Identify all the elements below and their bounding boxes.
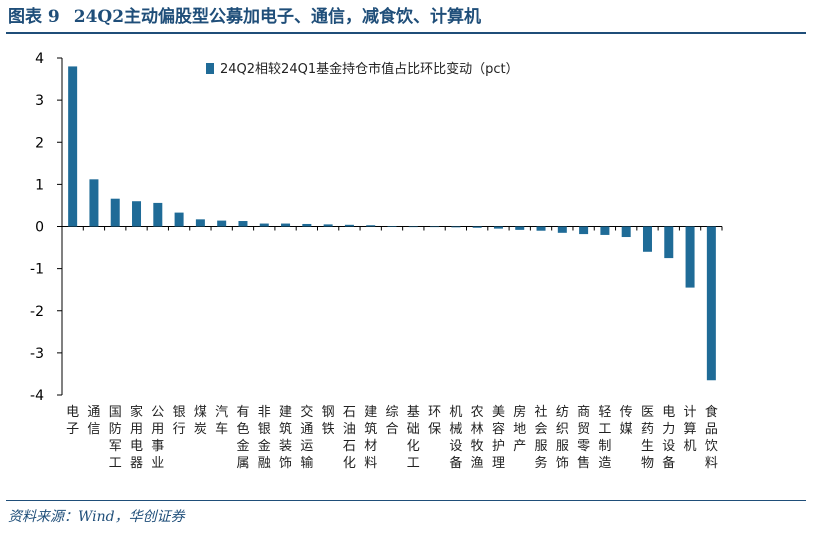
bar [387,226,397,227]
category-label: 钢铁 [322,405,335,437]
bar [451,226,461,228]
bar [642,226,652,252]
bar [132,201,142,227]
bar [195,219,205,227]
category-label: 社会服务 [535,404,548,471]
bar [323,224,333,227]
category-label: 基础化工 [407,405,420,471]
y-tick-label: 1 [35,177,44,193]
category-label: 交通运输 [300,404,313,471]
category-label: 传媒 [620,405,633,437]
category-label: 综合 [385,405,398,437]
category-label: 通信 [87,405,100,437]
bar [472,226,482,228]
y-tick-label: 0 [35,220,44,236]
category-labels: 电子通信国防军工家用电器公用事业银行煤炭汽车有色金属非银金融建筑装饰交通运输钢铁… [66,404,718,471]
chart-bars [68,66,716,381]
y-tick-label: -2 [30,304,44,320]
chart-heading: 24Q2主动偏股型公募加电子、通信，减食饮、计算机 [73,7,482,27]
figure-label: 图表 9 [8,7,60,27]
y-tick-label: -3 [30,346,44,362]
bar [302,223,312,227]
bar [174,212,184,227]
category-label: 计算机 [684,405,697,454]
bar [515,226,525,230]
category-label: 美容护理 [492,405,505,471]
category-label: 纺织服饰 [556,405,569,471]
top-divider [6,32,806,34]
bar [408,226,418,228]
category-label: 银行 [173,405,186,437]
bar [68,66,78,227]
bar [430,226,440,228]
bar [600,226,610,235]
category-label: 建筑材料 [364,405,377,471]
category-label: 煤炭 [194,405,207,437]
category-label: 电子 [66,405,79,437]
bottom-divider [6,500,806,501]
source-note: 资料来源：Wind，华创证券 [8,509,185,525]
bar [579,226,589,235]
category-label: 建筑装饰 [279,405,292,471]
bar [217,220,227,227]
category-label: 环保 [428,405,441,437]
bar [664,226,674,259]
category-label: 房地产 [513,404,526,454]
bar [153,202,163,227]
bar [259,223,269,227]
category-label: 电力设备 [662,405,675,471]
y-tick-label: 4 [35,51,44,67]
y-tick-label: -4 [30,388,44,404]
bar [536,226,546,231]
legend-swatch [206,63,214,74]
category-label: 农林牧渔 [471,405,484,471]
bar [366,225,376,227]
bar [706,226,716,381]
bar [621,226,631,238]
y-tick-label: 3 [35,93,44,109]
bar [281,223,291,227]
y-tick-label: -1 [30,262,44,278]
bar [685,226,695,288]
bar [493,226,503,229]
bar [110,198,120,227]
bar [557,226,567,233]
category-label: 汽车 [215,405,228,437]
bar [344,224,354,227]
category-label: 商贸零售 [577,405,590,471]
category-label: 轻工制造 [598,405,611,471]
chart-legend: 24Q2相较24Q1基金持仓市值占比环比变动（pct） [206,61,519,77]
category-label: 公用事业 [151,405,164,471]
category-label: 有色金属 [236,405,249,471]
category-label: 食品饮料 [705,404,718,471]
bar-chart: -4 -3 -2 -1 0 1 2 3 4 电子通信国防军工家用电器公用事业银行煤炭汽车有色金属… [30,51,723,471]
category-label: 石油石化 [343,405,356,471]
category-label: 非银金融 [258,405,271,471]
figure-title: 图表 9 24Q2主动偏股型公募加电子、通信，减食饮、计算机 [8,4,806,30]
category-label: 国防军工 [109,405,122,471]
category-label: 家用电器 [130,404,143,471]
category-label: 机械设备 [449,405,462,471]
category-label: 医药生物 [641,405,654,471]
bar [89,179,99,227]
y-tick-label: 2 [35,135,44,151]
legend-label: 24Q2相较24Q1基金持仓市值占比环比变动（pct） [220,61,519,77]
bar [238,221,248,227]
chart-axes: -4 -3 -2 -1 0 1 2 3 4 [30,51,723,404]
